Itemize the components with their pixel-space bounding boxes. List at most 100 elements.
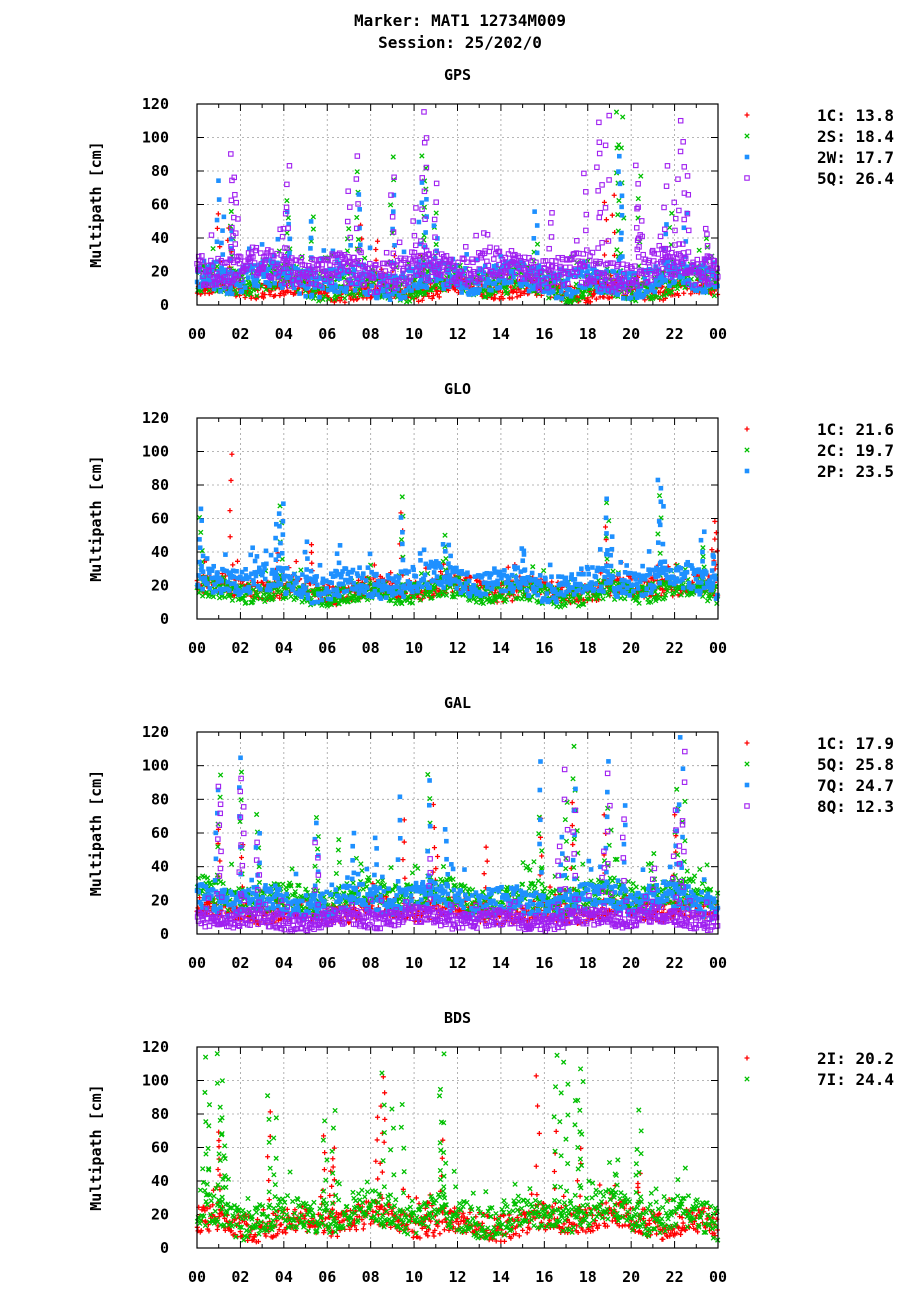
x-tick-label: 18 [579, 325, 597, 343]
data-point-spike [619, 213, 625, 218]
data-point [250, 545, 255, 551]
data-point-spike [346, 226, 352, 232]
data-point [703, 289, 709, 295]
data-point-spike [309, 560, 315, 566]
data-point [681, 290, 687, 296]
data-point-spike [358, 242, 363, 248]
data-point [640, 251, 646, 258]
data-point-spike [684, 173, 691, 179]
data-point-spike [220, 252, 226, 257]
data-point-spike [657, 550, 663, 556]
data-point [200, 586, 205, 592]
data-point-spike [286, 163, 293, 169]
data-point-spike [664, 222, 669, 227]
y-tick-label: 60 [151, 196, 169, 214]
data-point [309, 292, 315, 298]
data-point-spike [546, 245, 552, 252]
data-point [663, 278, 669, 283]
data-point [333, 284, 339, 289]
data-point-spike [677, 117, 684, 124]
data-point-spike [619, 193, 625, 199]
y-tick-label: 40 [151, 229, 169, 247]
legend-label: 2W: 17.7 [817, 148, 894, 167]
plot-area [194, 451, 721, 610]
x-tick-label: 10 [405, 639, 423, 657]
x-tick-label: 16 [535, 325, 553, 343]
data-point-spike [701, 564, 707, 570]
data-point [477, 287, 482, 292]
data-point [463, 244, 469, 250]
data-point [199, 563, 204, 569]
data-point-spike [603, 500, 610, 506]
data-point [213, 588, 219, 594]
data-point-spike [410, 218, 416, 224]
chart-title: GLO [444, 380, 471, 398]
data-point [242, 285, 248, 290]
x-tick-label: 22 [666, 325, 684, 343]
data-point-spike [595, 188, 601, 194]
data-point-spike [344, 218, 351, 225]
data-point [229, 597, 236, 603]
legend-marker [744, 175, 750, 181]
data-point-spike [712, 536, 718, 542]
y-tick-label: 0 [160, 296, 169, 314]
data-point-spike [227, 534, 233, 540]
data-point-spike [611, 252, 617, 258]
data-point-spike [423, 135, 430, 141]
data-point-spike [681, 216, 687, 223]
data-point [284, 590, 289, 595]
data-point [711, 293, 717, 299]
data-point [277, 290, 283, 296]
legend-label: 5Q: 26.4 [817, 169, 894, 188]
data-point [267, 283, 272, 288]
data-point-spike [308, 235, 314, 241]
data-point-spike [681, 164, 688, 170]
data-point [667, 283, 672, 289]
data-point-spike [357, 207, 362, 212]
data-point [497, 285, 503, 290]
data-point-spike [232, 191, 238, 198]
data-point [320, 286, 326, 291]
data-point-spike [606, 177, 612, 183]
data-point-spike [700, 545, 706, 551]
data-point [401, 249, 407, 255]
x-tick-label: 02 [231, 639, 249, 657]
data-point-spike [602, 252, 608, 258]
data-point [259, 242, 265, 247]
data-point [672, 279, 677, 284]
data-point-spike [228, 151, 234, 157]
y-axis-label: Multipath [cm] [87, 455, 105, 581]
data-point-spike [709, 547, 715, 553]
data-point-spike [534, 223, 540, 228]
data-point [266, 582, 272, 588]
data-point-spike [596, 119, 602, 126]
data-point [564, 292, 569, 297]
data-point-spike [220, 228, 225, 233]
data-point [342, 299, 348, 305]
data-point [509, 279, 514, 285]
data-point-spike [392, 243, 397, 248]
data-point [352, 288, 358, 293]
data-point [402, 295, 408, 300]
y-tick-label: 100 [142, 443, 169, 461]
data-point-spike [308, 219, 314, 224]
data-point [210, 245, 216, 252]
y-tick-label: 40 [151, 543, 169, 561]
data-point-spike [702, 225, 709, 232]
x-tick-label: 00 [188, 325, 206, 343]
data-point-spike [216, 197, 222, 202]
data-point [305, 596, 311, 601]
data-point [272, 280, 277, 286]
data-point-spike [617, 181, 623, 187]
data-point-spike [661, 204, 667, 211]
data-point [204, 556, 210, 561]
data-point [601, 294, 607, 300]
data-point [555, 294, 561, 300]
data-point-spike [443, 555, 449, 562]
y-tick-label: 80 [151, 162, 169, 180]
data-point-spike [215, 211, 221, 217]
legend-label: 1C: 13.8 [817, 106, 894, 125]
data-point [369, 283, 375, 289]
data-point-spike [638, 173, 644, 179]
